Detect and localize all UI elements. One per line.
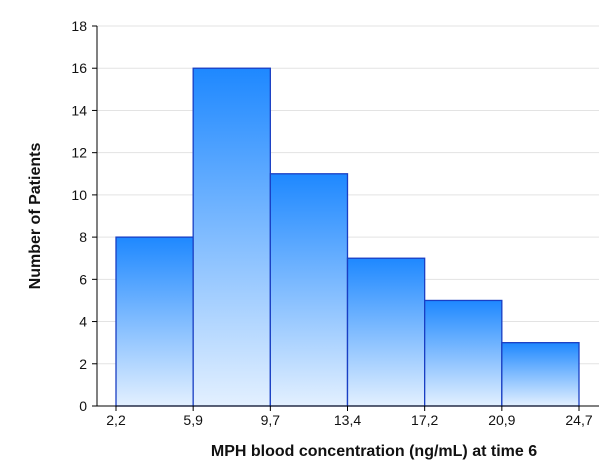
histogram-bar — [115, 236, 194, 407]
x-tick-label: 13,4 — [334, 412, 361, 428]
bars — [115, 67, 580, 407]
x-tick-label: 5,9 — [183, 412, 203, 428]
y-tick-label: 2 — [79, 356, 87, 372]
histogram-bar — [192, 67, 271, 407]
histogram-bar — [501, 342, 580, 407]
y-tick-label: 8 — [79, 229, 87, 245]
y-tick-label: 16 — [71, 60, 87, 76]
x-tick-label: 24,7 — [565, 412, 592, 428]
y-tick-label: 12 — [71, 145, 87, 161]
histogram-bar — [346, 257, 426, 407]
y-tick-label: 4 — [79, 314, 87, 330]
x-tick-labels: 2,2 5,9 9,7 13,4 17,2 20,9 24,7 — [106, 412, 593, 428]
x-axis-title: MPH blood concentration (ng/mL) at time … — [211, 443, 537, 460]
x-tick-label: 9,7 — [261, 412, 281, 428]
x-tick-label: 2,2 — [106, 412, 126, 428]
x-tick-label: 17,2 — [411, 412, 438, 428]
y-tick-label: 10 — [71, 187, 87, 203]
axes — [92, 25, 599, 411]
x-tick-label: 20,9 — [488, 412, 515, 428]
y-tick-labels: 0 2 4 6 8 10 12 14 16 18 — [71, 18, 87, 414]
histogram-bar — [269, 173, 349, 407]
y-axis-title: Number of Patients — [27, 143, 44, 290]
histogram-bar — [424, 299, 503, 407]
y-tick-label: 18 — [71, 18, 87, 34]
y-tick-label: 14 — [71, 102, 87, 118]
y-tick-label: 6 — [79, 271, 87, 287]
y-tick-label: 0 — [79, 398, 87, 414]
